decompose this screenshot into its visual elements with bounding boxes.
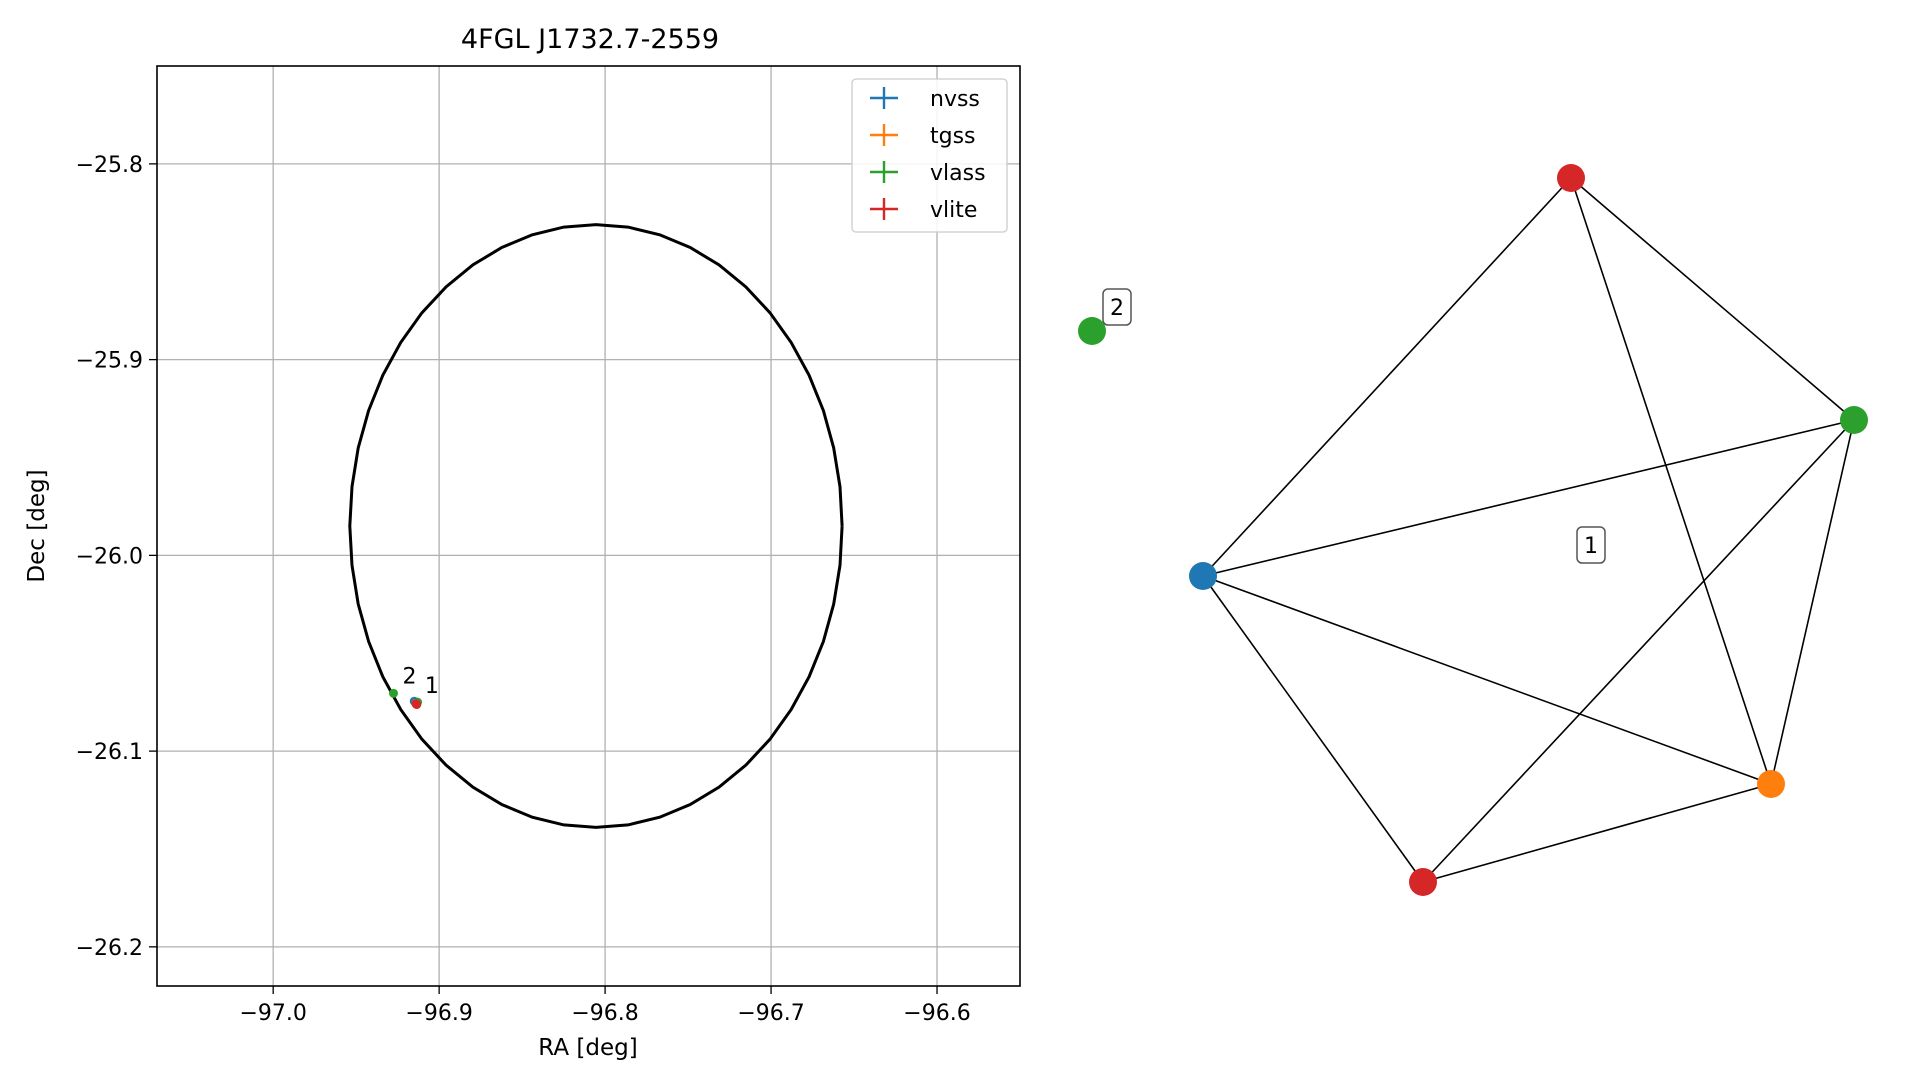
graph-node-red-top <box>1557 164 1585 192</box>
group-labels-layer: 12 <box>1102 288 1606 564</box>
legend-label: vlass <box>930 161 986 186</box>
x-tick-label: −96.6 <box>903 1001 970 1026</box>
y-axis-ticks: −25.8 −25.9 −26.0 −26.1 −26.2 <box>76 153 157 961</box>
x-axis-label: RA [deg] <box>538 1035 637 1061</box>
x-tick-label: −96.8 <box>571 1001 638 1026</box>
legend-label: tgss <box>930 124 976 149</box>
y-tick-label: −26.1 <box>76 740 143 765</box>
vlite-point <box>412 700 422 710</box>
group-label-box <box>1102 288 1132 326</box>
graph-edge <box>1422 419 1855 883</box>
y-tick-label: −26.0 <box>76 544 143 569</box>
legend-entry-vlite: vlite <box>870 198 977 223</box>
group-label-text: 2 <box>1110 296 1124 321</box>
graph-node-green-isolated <box>1078 317 1106 345</box>
graph-node-red-bottom <box>1409 868 1437 896</box>
group-label-isolated: 2 <box>1102 288 1132 326</box>
x-tick-label: −96.9 <box>405 1001 472 1026</box>
legend-entry-nvss: nvss <box>870 87 980 112</box>
network-graph-panel: 12 <box>1078 164 1868 896</box>
y-tick-label: −26.2 <box>76 936 143 961</box>
group-label-text: 1 <box>1584 534 1598 559</box>
legend-label: vlite <box>930 198 977 223</box>
localization-ellipse-layer <box>348 223 844 829</box>
point-annotation: 1 <box>425 674 439 699</box>
graph-edge <box>1570 177 1772 785</box>
graph-edge <box>1770 419 1855 785</box>
group-label-main-cluster: 1 <box>1576 526 1606 564</box>
graph-edge <box>1202 575 1424 883</box>
localization-ellipse <box>348 223 844 829</box>
graph-node-orange-bottom-right <box>1757 770 1785 798</box>
graph-edge <box>1202 575 1772 785</box>
graph-edge <box>1202 419 1855 577</box>
y-tick-label: −25.9 <box>76 349 143 374</box>
group-label-box <box>1576 526 1606 564</box>
legend-entry-tgss: tgss <box>870 124 976 149</box>
graph-edge <box>1202 177 1572 577</box>
graph-edge <box>1570 177 1855 421</box>
graph-edges-layer <box>1202 177 1855 883</box>
plot-frame <box>156 65 1021 987</box>
graph-node-blue-left <box>1189 562 1217 590</box>
point-annotation: 2 <box>402 664 416 689</box>
legend-entry-vlass: vlass <box>870 161 986 186</box>
x-tick-label: −96.7 <box>737 1001 804 1026</box>
legend: nvss tgss vlass vlite <box>851 78 1008 233</box>
y-tick-label: −25.8 <box>76 153 143 178</box>
x-axis-ticks: −97.0 −96.9 −96.8 −96.7 −96.6 <box>239 986 971 1026</box>
x-tick-label: −97.0 <box>239 1001 306 1026</box>
legend-frame <box>851 78 1008 233</box>
graph-edge <box>1422 783 1772 883</box>
vlass-point <box>388 688 398 698</box>
graph-nodes-layer <box>1078 164 1868 896</box>
legend-label: nvss <box>930 87 980 112</box>
graph-node-green-right <box>1840 406 1868 434</box>
chart-title: 4FGL J1732.7-2559 <box>461 24 719 55</box>
source-points-layer <box>388 688 423 710</box>
y-axis-label: Dec [deg] <box>24 469 50 582</box>
